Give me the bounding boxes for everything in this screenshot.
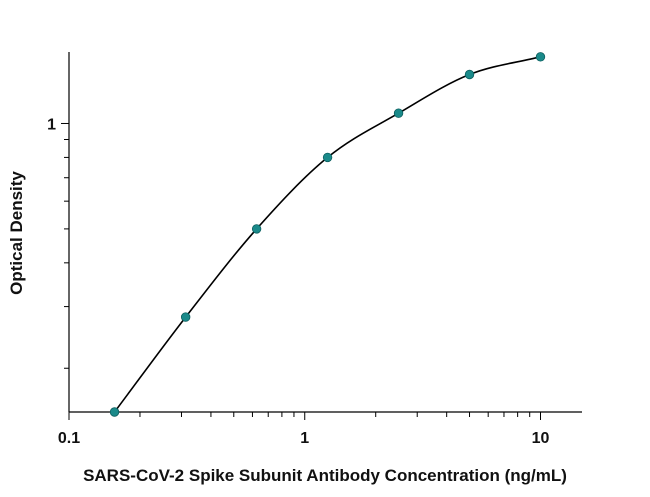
data-point <box>322 152 333 163</box>
tick-labels: 0.1 1 10 1 <box>47 116 549 447</box>
data-point <box>180 312 191 322</box>
axes <box>61 52 582 420</box>
x-tick-label: 1 <box>300 430 309 447</box>
data-point <box>251 224 262 234</box>
y-axis-title: Optical Density <box>7 171 26 295</box>
y-tick-label: 1 <box>47 116 56 133</box>
data-point <box>535 52 546 62</box>
fit-curve <box>113 56 541 413</box>
x-axis-title: SARS-CoV-2 Spike Subunit Antibody Concen… <box>83 466 567 485</box>
data-points <box>109 52 546 417</box>
x-tick-label: 0.1 <box>58 430 80 447</box>
data-point <box>464 69 475 80</box>
data-point <box>393 108 404 118</box>
x-tick-label: 10 <box>532 430 550 447</box>
data-point <box>109 407 120 417</box>
